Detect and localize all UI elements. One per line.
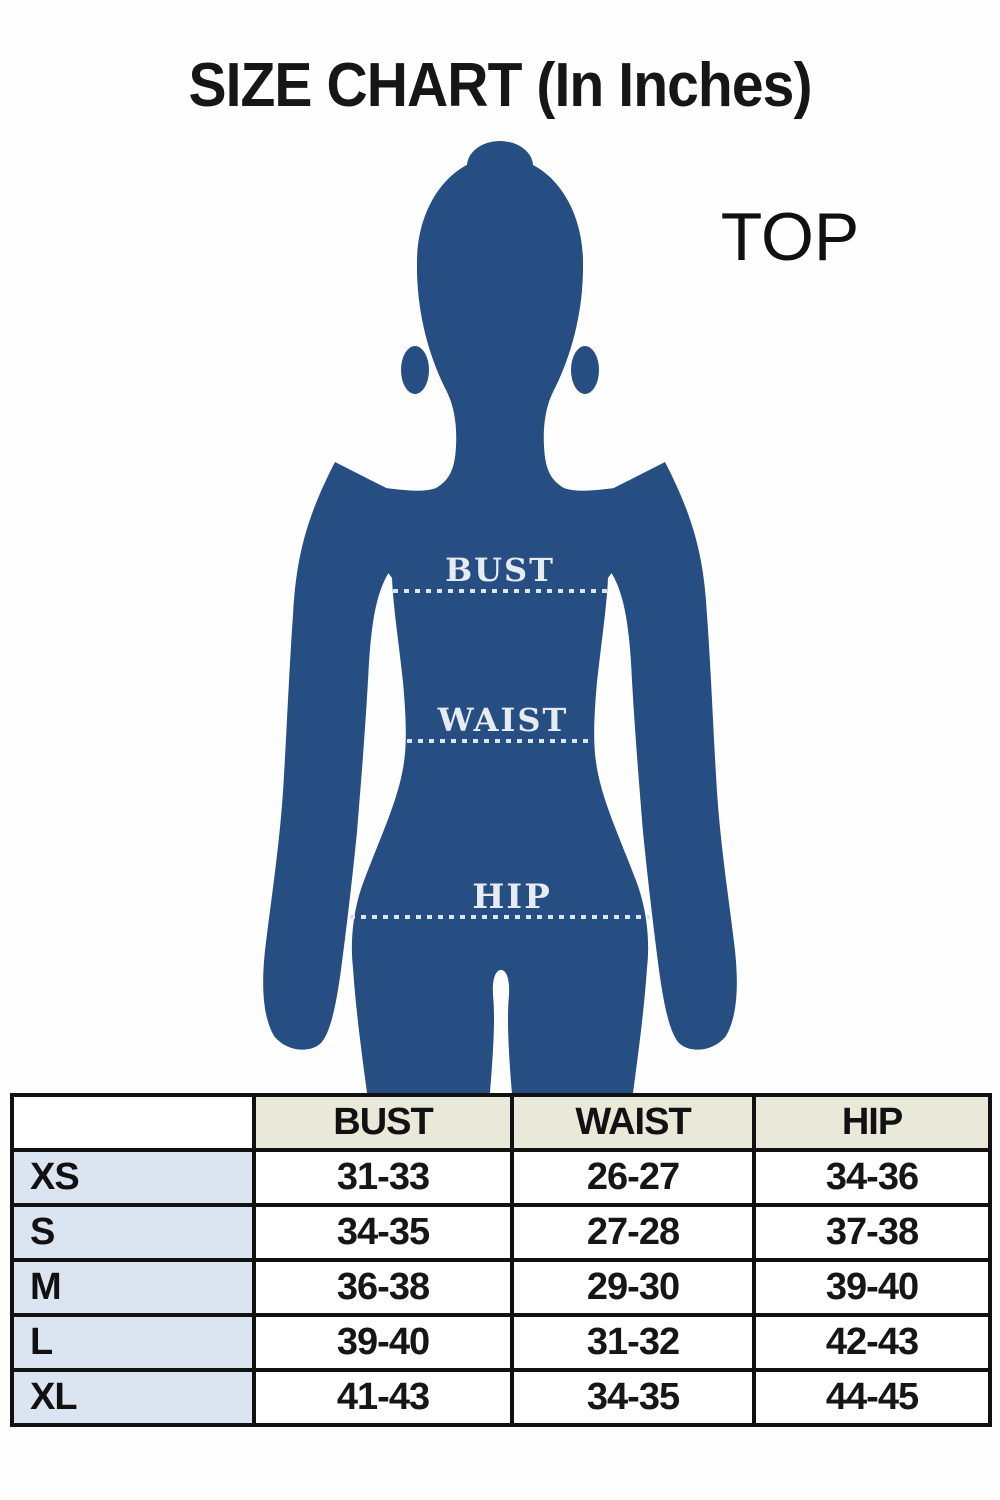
right-arm-shape	[590, 462, 737, 1050]
column-header-waist: WAIST	[510, 1093, 756, 1152]
s-bust-value: 34-35	[252, 1203, 514, 1262]
l-hip-value: 42-43	[752, 1313, 992, 1372]
size-label-m: M	[10, 1258, 256, 1317]
table-row-l: L 39-40 31-32 42-43	[10, 1313, 992, 1372]
column-header-hip: HIP	[752, 1093, 992, 1152]
waist-label: WAIST	[437, 701, 569, 739]
xl-waist-value: 34-35	[510, 1368, 756, 1427]
table-row-m: M 36-38 29-30 39-40	[10, 1258, 992, 1317]
right-ear-shape	[571, 346, 599, 394]
m-waist-value: 29-30	[510, 1258, 756, 1317]
hip-label: HIP	[472, 877, 552, 917]
xs-waist-value: 26-27	[510, 1148, 756, 1207]
table-row-xs: XS 31-33 26-27 34-36	[10, 1148, 992, 1207]
xl-hip-value: 44-45	[752, 1368, 992, 1427]
m-bust-value: 36-38	[252, 1258, 514, 1317]
table-row-s: S 34-35 27-28 37-38	[10, 1203, 992, 1262]
table-corner-cell	[10, 1093, 256, 1152]
table-row-xl: XL 41-43 34-35 44-45	[10, 1368, 992, 1427]
garment-type-label: TOP	[720, 199, 860, 275]
left-ear-shape	[401, 346, 429, 394]
s-hip-value: 37-38	[752, 1203, 992, 1262]
size-label-s: S	[10, 1203, 256, 1262]
s-waist-value: 27-28	[510, 1203, 756, 1262]
size-label-xs: XS	[10, 1148, 256, 1207]
page-title: SIZE CHART (In Inches)	[188, 51, 812, 120]
size-table: BUST WAIST HIP XS 31-33 26-27 34-36 S 34…	[10, 1093, 992, 1427]
bust-label: BUST	[445, 551, 555, 589]
xs-hip-value: 34-36	[752, 1148, 992, 1207]
size-label-l: L	[10, 1313, 256, 1372]
left-arm-shape	[263, 462, 410, 1050]
table-header-row: BUST WAIST HIP	[10, 1093, 992, 1152]
xs-bust-value: 31-33	[252, 1148, 514, 1207]
l-bust-value: 39-40	[252, 1313, 514, 1372]
column-header-bust: BUST	[252, 1093, 514, 1152]
body-silhouette-diagram: BUST WAIST HIP	[263, 141, 737, 1093]
m-hip-value: 39-40	[752, 1258, 992, 1317]
l-waist-value: 31-32	[510, 1313, 756, 1372]
body-silhouette-shape	[322, 156, 678, 1093]
size-label-xl: XL	[10, 1368, 256, 1427]
xl-bust-value: 41-43	[252, 1368, 514, 1427]
